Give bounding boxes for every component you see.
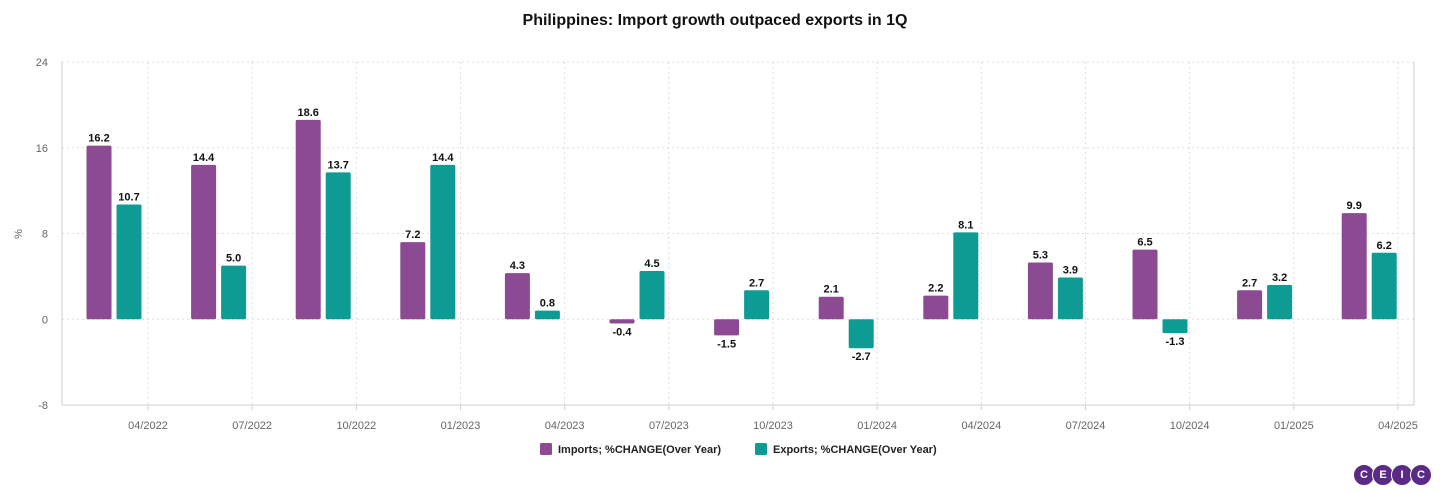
bars: [86, 119, 1397, 349]
imports-value-label: 4.3: [510, 260, 525, 272]
imports-value-label: -0.4: [613, 327, 633, 339]
exports-bar: [1267, 284, 1293, 320]
y-tick-label: 16: [36, 143, 48, 155]
grid: [62, 61, 1414, 405]
y-tick-label: -8: [38, 400, 48, 412]
imports-value-label: 7.2: [405, 229, 420, 241]
exports-value-label: -2.7: [852, 351, 871, 363]
legend: Imports; %CHANGE(Over Year) Exports; %CHA…: [540, 443, 937, 456]
axes: -8 0 8 16 24% 04/2022 07/2022 10/2022 01/2023 04/…: [13, 57, 1418, 432]
imports-bar: [86, 145, 112, 320]
imports-bar: [714, 319, 740, 336]
exports-bar: [116, 204, 142, 320]
imports-value-label: 9.9: [1347, 200, 1362, 212]
y-tick-label: 8: [42, 229, 48, 241]
imports-value-label: -1.5: [717, 338, 736, 350]
legend-label: Imports; %CHANGE(Over Year): [558, 444, 721, 456]
x-tick-label: 04/2023: [545, 420, 585, 432]
exports-value-label: 5.0: [226, 253, 241, 265]
x-tick-label: 07/2023: [649, 420, 689, 432]
imports-value-label: 18.6: [297, 107, 318, 119]
imports-bar: [923, 295, 949, 320]
exports-bar: [325, 172, 351, 320]
logo-letter: C: [1410, 464, 1432, 486]
exports-value-label: 2.7: [749, 277, 764, 289]
legend-item-imports[interactable]: Imports; %CHANGE(Over Year): [540, 443, 721, 456]
imports-bar: [504, 273, 530, 320]
y-tick-label: 0: [42, 314, 48, 326]
exports-bar: [221, 265, 247, 320]
exports-bar: [430, 164, 456, 320]
legend-item-exports[interactable]: Exports; %CHANGE(Over Year): [755, 443, 937, 456]
exports-bar: [744, 290, 770, 320]
legend-swatch: [540, 443, 552, 455]
exports-bar: [1057, 277, 1083, 320]
imports-value-label: 2.2: [928, 283, 943, 295]
exports-bar: [953, 232, 979, 320]
exports-value-label: 4.5: [644, 258, 659, 270]
x-tick-label: 07/2024: [1066, 420, 1106, 432]
imports-bar: [609, 319, 635, 324]
y-tick-label: 24: [36, 57, 48, 69]
exports-value-label: 6.2: [1377, 240, 1392, 252]
exports-value-label: 3.2: [1272, 272, 1287, 284]
exports-value-label: 14.4: [432, 152, 454, 164]
exports-value-label: 0.8: [540, 298, 555, 310]
imports-bar: [1237, 290, 1263, 320]
x-tick-label: 04/2022: [128, 420, 168, 432]
imports-value-label: 2.7: [1242, 277, 1257, 289]
imports-bar: [818, 296, 844, 320]
x-tick-label: 04/2024: [961, 420, 1001, 432]
chart-title: Philippines: Import growth outpaced expo…: [522, 12, 908, 29]
x-tick-label: 10/2022: [336, 420, 376, 432]
imports-value-label: 6.5: [1137, 237, 1152, 249]
exports-value-label: 13.7: [327, 159, 348, 171]
exports-bar: [534, 310, 560, 320]
imports-bar: [400, 242, 426, 320]
exports-bar: [1371, 252, 1397, 320]
logo-letter: E: [1372, 464, 1394, 486]
x-tick-label: 01/2025: [1274, 420, 1314, 432]
exports-value-label: 10.7: [118, 192, 139, 204]
imports-value-label: 14.4: [193, 152, 215, 164]
x-tick-label: 10/2023: [753, 420, 793, 432]
exports-value-label: -1.3: [1166, 336, 1185, 348]
legend-label: Exports; %CHANGE(Over Year): [773, 444, 937, 456]
x-tick-label: 10/2024: [1170, 420, 1210, 432]
exports-bar: [848, 319, 874, 349]
legend-swatch: [755, 443, 767, 455]
data-labels: 16.2 14.4 18.6 7.2 4.3 -0.4 -1.5 2.1 2.2 5.3 6.5 2.…: [88, 107, 1392, 363]
exports-bar: [1162, 319, 1188, 334]
x-tick-label: 07/2022: [232, 420, 272, 432]
imports-bar: [1027, 262, 1053, 320]
x-tick-label: 01/2023: [441, 420, 481, 432]
x-tick-label: 04/2025: [1378, 420, 1418, 432]
imports-bar: [1132, 249, 1158, 320]
imports-value-label: 16.2: [88, 133, 109, 145]
imports-bar: [1341, 213, 1367, 320]
imports-value-label: 2.1: [824, 284, 839, 296]
exports-bar: [639, 271, 665, 320]
imports-bar: [191, 164, 217, 320]
exports-value-label: 8.1: [958, 219, 973, 231]
y-axis-label: %: [13, 229, 25, 239]
imports-bar: [295, 119, 321, 320]
imports-value-label: 5.3: [1033, 249, 1048, 261]
x-tick-label: 01/2024: [857, 420, 897, 432]
exports-value-label: 3.9: [1063, 264, 1078, 276]
